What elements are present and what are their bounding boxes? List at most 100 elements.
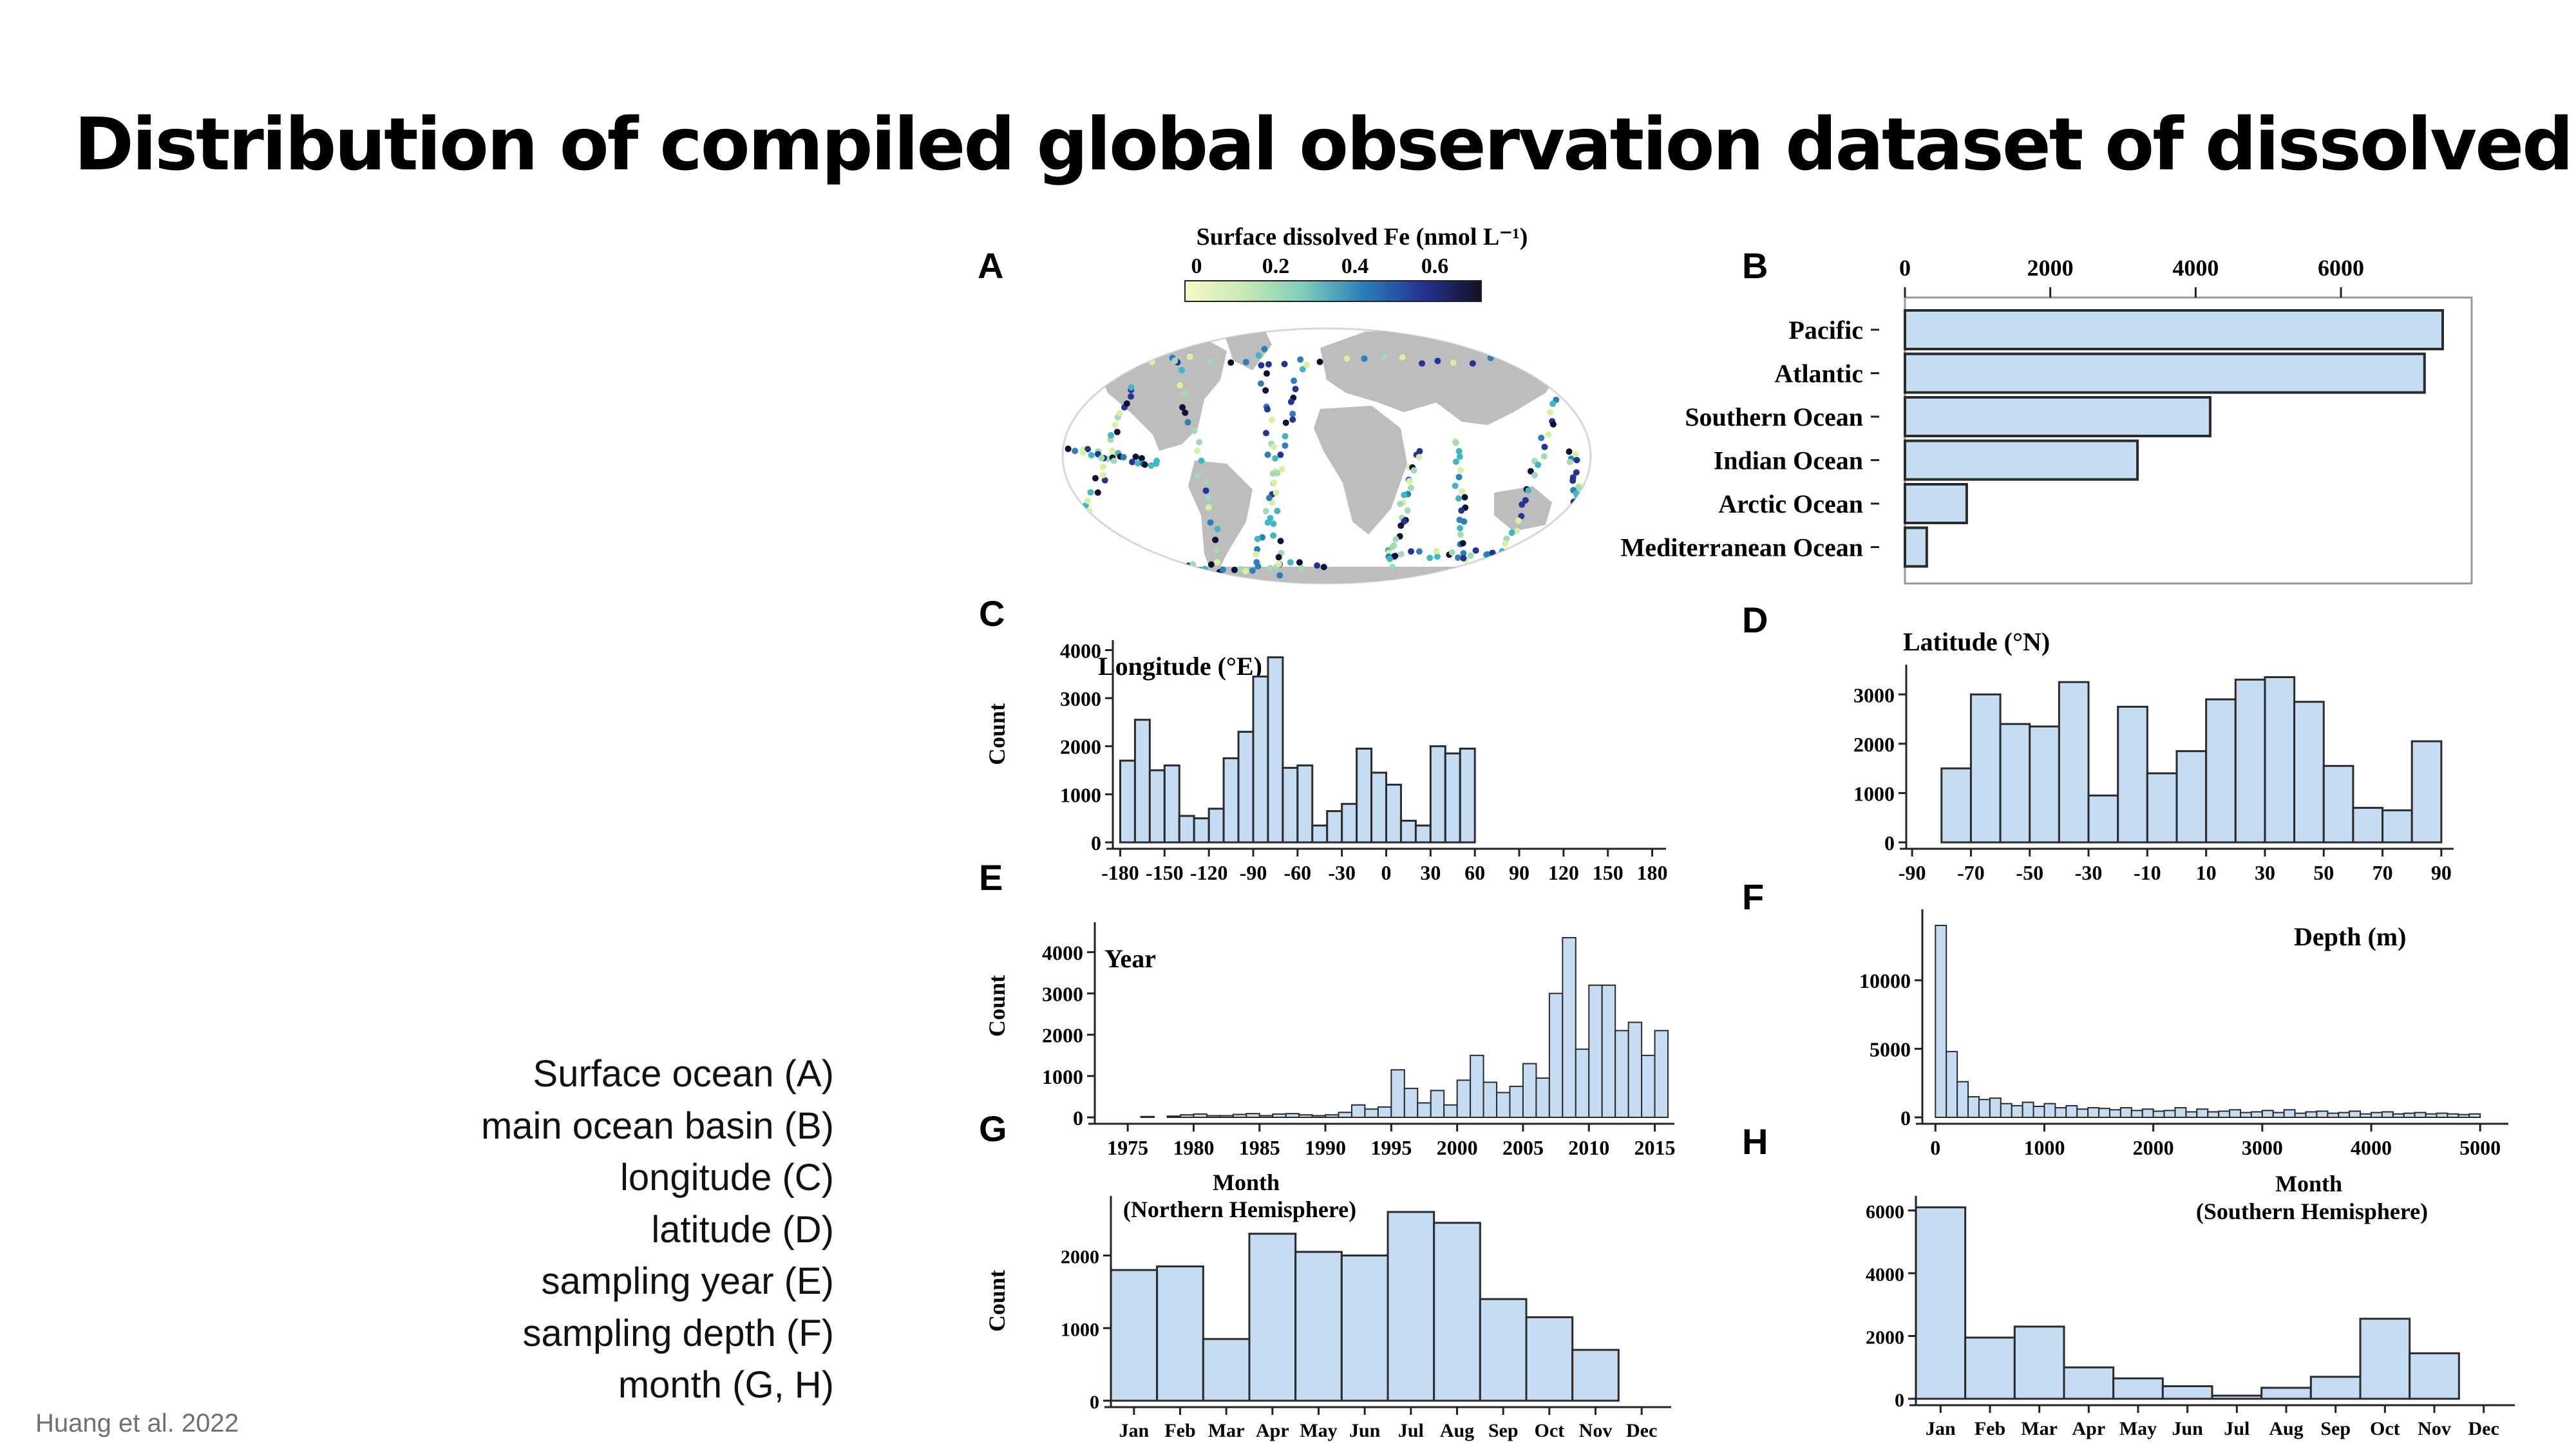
map-sample-point [1182, 409, 1189, 416]
panel-g-annotation-2: (Northern Hemisphere) [1123, 1197, 1356, 1222]
map-sample-point [1502, 540, 1509, 547]
y-tick-label: 1000 [1042, 1065, 1083, 1088]
map-sample-point [1275, 554, 1282, 561]
histogram-bar [1232, 1113, 1247, 1118]
map-sample-point [1522, 497, 1529, 504]
map-sample-point [1525, 487, 1532, 494]
map-sample-point [1171, 357, 1179, 365]
map-sample-point [1282, 419, 1289, 426]
map-sample-point [1578, 504, 1586, 511]
histogram-bar [2436, 1112, 2448, 1119]
histogram-bar [1208, 808, 1225, 844]
x-tick-label: -10 [2134, 861, 2161, 884]
map-sample-point [1450, 359, 1457, 366]
y-tick-label: 5000 [1870, 1038, 1911, 1061]
histogram-bar [1479, 1298, 1528, 1402]
map-sample-point [1508, 529, 1515, 536]
histogram-bar [2000, 1103, 2012, 1118]
x-tick-label: Apr [2072, 1418, 2105, 1439]
panel-label-h: H [1742, 1121, 1768, 1162]
histogram-bar [2211, 1394, 2263, 1400]
map-sample-point [1419, 360, 1426, 367]
x-tick-label: 90 [2431, 861, 2452, 884]
map-sample-point [1397, 522, 1405, 529]
panel-f-marks: 0 5000 10000 0 1000 2000 3000 4000 5000 [1859, 909, 2508, 1159]
histogram-bar [2409, 1352, 2460, 1400]
map-sample-point [1578, 547, 1586, 554]
x-tick-label: 30 [1420, 861, 1441, 884]
map-sample-point [1416, 453, 1423, 460]
x-tick-label: 5000 [2459, 1136, 2501, 1159]
histogram-bar [1459, 747, 1476, 844]
x-tick-label: 2010 [1568, 1136, 1609, 1159]
x-tick-label: 2000 [2027, 255, 2074, 281]
x-tick-label: 2015 [1634, 1136, 1676, 1159]
map-sample-point [1262, 387, 1269, 394]
histogram-bar [1133, 719, 1151, 844]
histogram-bar [1340, 1255, 1389, 1402]
panel-a-map: A Surface dissolved Fe (nmol L⁻¹) 0 0.2 … [978, 223, 1592, 585]
map-sample-point [1299, 366, 1306, 373]
map-sample-point [1207, 519, 1214, 526]
panel-c-ylabel: Count [984, 703, 1010, 765]
histogram-bar [1338, 1112, 1352, 1118]
map-sample-point [1153, 460, 1160, 467]
map-sample-point [1541, 443, 1548, 450]
histogram-bar [1298, 1114, 1313, 1119]
basin-label: Pacific [1789, 316, 1864, 345]
panel-e-year-chart: E Year Count 0 1000 2000 3000 4000 1975 1980 19… [979, 857, 1676, 1159]
panel-g-month-north-chart: G Month (Northern Hemisphere) Count 0 100… [979, 1108, 1671, 1441]
map-sample-point [1098, 455, 1105, 462]
x-tick-label: 50 [2313, 861, 2334, 884]
map-sample-point [1461, 494, 1468, 501]
map-sample-point [1389, 564, 1396, 571]
x-tick-label: 1985 [1239, 1136, 1280, 1159]
x-tick-label: 6000 [2318, 255, 2364, 281]
x-tick-label: 0 [1381, 861, 1392, 884]
map-sample-point [1088, 358, 1095, 365]
map-sample-point [1459, 488, 1466, 495]
map-sample-point [1387, 555, 1394, 562]
histogram-bar [2063, 1366, 2115, 1400]
map-sample-point [1452, 439, 1459, 446]
y-tick-label: 2000 [1042, 1024, 1083, 1047]
map-sample-point [1469, 360, 1476, 367]
map-sample-point [1510, 549, 1517, 556]
map-sample-point [1381, 354, 1388, 361]
map-sample-point [1275, 561, 1282, 568]
map-sample-point [1494, 559, 1501, 566]
histogram-bar [2013, 1325, 2065, 1400]
histogram-bar [2174, 1107, 2187, 1118]
histogram-bar [1285, 1113, 1300, 1119]
histogram-bar [1370, 772, 1387, 844]
histogram-bar [2032, 1105, 2045, 1119]
map-sample-point [1416, 548, 1423, 555]
map-sample-point [1270, 520, 1277, 527]
x-tick-label: -120 [1190, 861, 1228, 884]
histogram-bar [1443, 1104, 1458, 1118]
legend-line-main-ocean-basin: main ocean basin (B) [480, 1104, 834, 1147]
panel-label-g: G [979, 1108, 1007, 1149]
map-sample-point [1141, 461, 1148, 468]
histogram-bar [2327, 1112, 2340, 1119]
histogram-bar [2043, 1103, 2056, 1118]
histogram-bar [1222, 757, 1240, 844]
y-tick-label: 3000 [1853, 683, 1895, 706]
panel-legend-list: Surface ocean (A) main ocean basin (B) l… [481, 1048, 834, 1412]
map-sample-point [1120, 453, 1127, 460]
histogram-bar [2054, 1107, 2067, 1118]
slide-title: Distribution of compiled global observat… [74, 103, 2576, 187]
map-sample-point [1186, 353, 1193, 360]
map-sample-point [1549, 400, 1557, 407]
map-sample-point [1249, 567, 1256, 574]
map-sample-point [1513, 527, 1520, 535]
histogram-bar [1193, 817, 1210, 844]
histogram-bar [2218, 1110, 2231, 1118]
histogram-bar [1969, 693, 2002, 844]
map-sample-point [1296, 559, 1303, 566]
x-tick-label: -30 [2075, 861, 2103, 884]
map-sample-point [1072, 448, 1079, 455]
histogram-bar [2112, 1377, 2164, 1400]
legend-line-latitude: latitude (D) [651, 1208, 834, 1251]
map-sample-point [1467, 552, 1474, 559]
